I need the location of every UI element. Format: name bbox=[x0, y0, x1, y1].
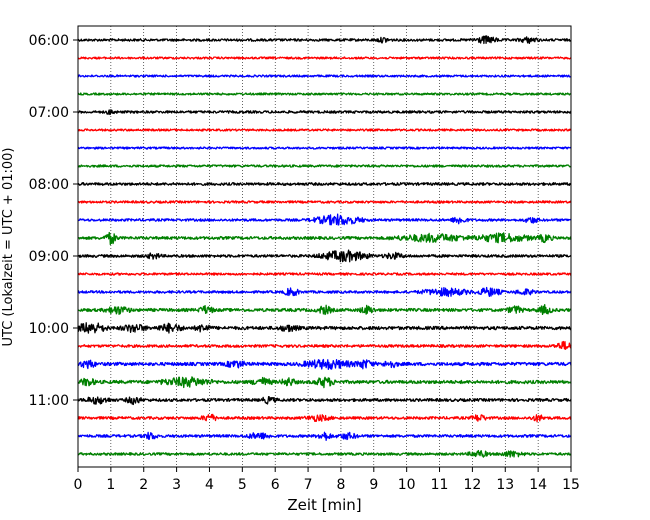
trace-row-0815 bbox=[77, 200, 572, 204]
seismic-traces bbox=[77, 35, 572, 458]
x-tick-label: 11 bbox=[431, 477, 449, 493]
x-tick-label: 7 bbox=[304, 477, 313, 493]
trace-row-1015 bbox=[77, 340, 572, 350]
x-axis-ticks: 0 1 2 3 4 5 6 7 8 9 10 11 12 13 14 15 bbox=[74, 467, 580, 493]
y-axis-ticks: 06:00 07:00 08:00 09:00 10:00 11:00 bbox=[29, 33, 78, 409]
trace-row-0945 bbox=[77, 304, 572, 316]
x-axis-label: Zeit [min] bbox=[287, 496, 361, 514]
x-tick-label: 8 bbox=[336, 477, 345, 493]
x-tick-label: 14 bbox=[529, 477, 547, 493]
y-tick-label: 09:00 bbox=[29, 249, 69, 265]
x-tick-label: 0 bbox=[74, 477, 83, 493]
trace-row-0645 bbox=[77, 92, 572, 96]
y-axis-label: UTC (Lokalzeit = UTC + 01:00) bbox=[1, 148, 16, 347]
trace-row-0930 bbox=[77, 286, 572, 298]
trace-row-0730 bbox=[77, 146, 572, 150]
x-tick-label: 13 bbox=[496, 477, 514, 493]
trace-row-1045 bbox=[77, 376, 572, 389]
trace-row-1115 bbox=[77, 413, 572, 423]
trace-row-0630 bbox=[77, 74, 572, 78]
trace-row-0800 bbox=[77, 182, 572, 186]
x-tick-label: 5 bbox=[238, 477, 247, 493]
x-tick-label: 9 bbox=[369, 477, 378, 493]
trace-row-1145 bbox=[77, 449, 572, 458]
x-tick-label: 10 bbox=[398, 477, 416, 493]
trace-row-0900 bbox=[77, 249, 572, 263]
x-tick-label: 12 bbox=[463, 477, 481, 493]
trace-row-1000 bbox=[77, 322, 572, 334]
trace-row-0615 bbox=[77, 56, 572, 60]
y-tick-label: 11:00 bbox=[29, 393, 69, 409]
trace-row-0845 bbox=[77, 231, 572, 246]
trace-row-0700 bbox=[77, 109, 572, 116]
trace-row-1030 bbox=[77, 358, 572, 371]
trace-row-1100 bbox=[77, 395, 572, 406]
y-tick-label: 06:00 bbox=[29, 33, 69, 49]
x-tick-label: 3 bbox=[172, 477, 181, 493]
x-tick-label: 4 bbox=[205, 477, 214, 493]
trace-row-0600 bbox=[77, 35, 572, 45]
y-tick-label: 10:00 bbox=[29, 321, 69, 337]
trace-row-1130 bbox=[77, 431, 572, 441]
x-tick-label: 15 bbox=[562, 477, 580, 493]
x-tick-label: 2 bbox=[139, 477, 148, 493]
trace-row-0715 bbox=[77, 128, 572, 132]
x-tick-label: 1 bbox=[106, 477, 115, 493]
x-tick-label: 6 bbox=[271, 477, 280, 493]
plot-frame bbox=[77, 25, 572, 468]
trace-row-0915 bbox=[77, 272, 572, 276]
y-tick-label: 07:00 bbox=[29, 105, 69, 121]
plot-background bbox=[78, 26, 571, 467]
trace-row-0745 bbox=[77, 164, 572, 168]
y-tick-label: 08:00 bbox=[29, 177, 69, 193]
trace-row-0830 bbox=[77, 213, 572, 226]
